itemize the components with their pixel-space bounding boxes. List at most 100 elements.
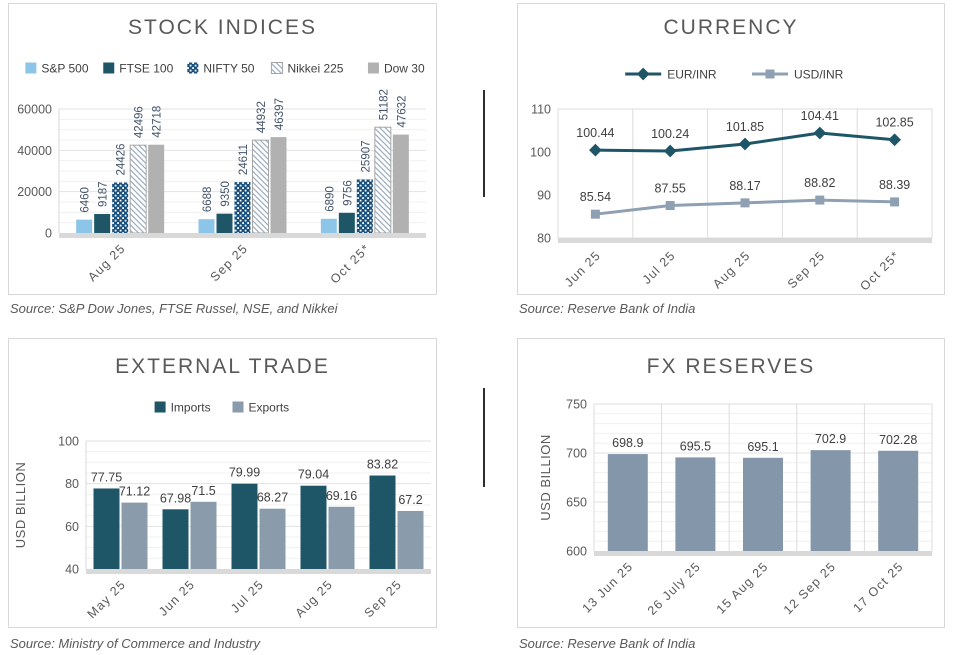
svg-text:79.04: 79.04 — [298, 468, 329, 482]
svg-text:Nikkei 225: Nikkei 225 — [287, 62, 343, 76]
svg-text:695.1: 695.1 — [747, 440, 778, 454]
svg-text:Sep 25: Sep 25 — [208, 241, 251, 284]
svg-text:Jul 25: Jul 25 — [640, 248, 679, 287]
svg-text:9756: 9756 — [342, 180, 354, 206]
svg-text:24426: 24426 — [116, 144, 128, 176]
svg-text:Jun 25: Jun 25 — [156, 577, 198, 619]
svg-text:83.82: 83.82 — [367, 458, 398, 472]
svg-text:88.39: 88.39 — [879, 178, 910, 192]
svg-text:702.28: 702.28 — [879, 433, 917, 447]
svg-text:0: 0 — [45, 227, 52, 241]
svg-text:24611: 24611 — [238, 144, 250, 175]
svg-text:42718: 42718 — [152, 106, 164, 138]
svg-text:44932: 44932 — [256, 101, 268, 133]
svg-text:698.9: 698.9 — [612, 436, 643, 450]
svg-text:USD/INR: USD/INR — [794, 68, 844, 82]
svg-text:80: 80 — [537, 232, 551, 246]
fx-reserves-source: Source: Reserve Bank of India — [519, 636, 696, 651]
svg-text:Aug 25: Aug 25 — [293, 577, 336, 620]
svg-text:12 Sep 25: 12 Sep 25 — [781, 559, 839, 617]
currency-title: CURRENCY — [663, 16, 799, 39]
svg-text:104.41: 104.41 — [801, 109, 839, 123]
svg-text:79.99: 79.99 — [229, 466, 260, 480]
svg-text:100: 100 — [58, 435, 79, 449]
svg-text:Aug 25: Aug 25 — [710, 248, 753, 291]
svg-text:750: 750 — [566, 398, 587, 412]
svg-text:15 Aug 25: 15 Aug 25 — [714, 559, 771, 616]
currency-panel: CURRENCY 80 90 100 110 100.44 100.24 101.85 104… — [517, 3, 945, 295]
svg-text:90: 90 — [537, 189, 551, 203]
svg-text:Sep 25: Sep 25 — [362, 577, 405, 620]
svg-text:Dow 30: Dow 30 — [384, 62, 425, 76]
svg-text:26 July 25: 26 July 25 — [645, 559, 704, 618]
svg-text:702.9: 702.9 — [815, 432, 846, 446]
svg-text:600: 600 — [566, 545, 587, 559]
svg-text:6688: 6688 — [202, 187, 214, 213]
svg-text:68.27: 68.27 — [257, 491, 288, 505]
svg-text:Jul 25: Jul 25 — [228, 577, 267, 616]
svg-text:80: 80 — [65, 477, 79, 491]
svg-text:Imports: Imports — [171, 401, 211, 415]
svg-text:Sep 25: Sep 25 — [785, 248, 828, 291]
svg-text:6890: 6890 — [324, 186, 336, 212]
external-trade-title: EXTERNAL TRADE — [115, 355, 330, 378]
svg-text:100.24: 100.24 — [651, 127, 689, 141]
svg-text:650: 650 — [566, 496, 587, 510]
svg-text:40: 40 — [65, 563, 79, 577]
svg-text:46397: 46397 — [274, 98, 286, 130]
svg-text:110: 110 — [531, 103, 551, 117]
svg-text:71.5: 71.5 — [191, 484, 215, 498]
fx-reserves-title: FX RESERVES — [646, 355, 816, 378]
stock-indices-svg: 0 20000 40000 60000 6460 9187 24426 42496 42718 A… — [17, 62, 426, 287]
fx-reserves-svg: 600 650 700 750 USD BILLION 698.9 13 Jun 25 695… — [538, 398, 933, 618]
svg-text:40000: 40000 — [17, 144, 52, 158]
column-divider-bottom — [483, 388, 485, 487]
svg-text:Jun 25: Jun 25 — [562, 248, 604, 290]
svg-text:25907: 25907 — [360, 140, 372, 172]
svg-text:700: 700 — [566, 447, 587, 461]
svg-text:100.44: 100.44 — [576, 126, 614, 140]
svg-text:77.75: 77.75 — [91, 470, 122, 484]
svg-text:Oct 25*: Oct 25* — [857, 248, 902, 293]
stock-indices-panel: STOCK INDICES 0 20000 40000 60000 6460 9187 24… — [8, 3, 437, 295]
svg-text:102.85: 102.85 — [875, 116, 913, 130]
currency-source: Source: Reserve Bank of India — [519, 301, 696, 316]
svg-text:13 Jun 25: 13 Jun 25 — [580, 559, 636, 615]
svg-text:71.12: 71.12 — [119, 485, 150, 499]
svg-text:Aug 25: Aug 25 — [85, 241, 128, 284]
svg-text:88.82: 88.82 — [804, 176, 835, 190]
svg-text:20000: 20000 — [17, 185, 52, 199]
svg-text:May 25: May 25 — [85, 577, 129, 621]
svg-text:S&P 500: S&P 500 — [41, 62, 88, 76]
svg-text:6460: 6460 — [80, 187, 92, 213]
stock-indices-chart: 0 20000 40000 60000 6460 9187 24426 42496 42718 A… — [9, 54, 438, 301]
svg-text:42496: 42496 — [134, 106, 146, 138]
external-trade-panel: EXTERNAL TRADE 40 60 80 100 USD BILLION 77.75… — [8, 338, 437, 628]
external-trade-source: Source: Ministry of Commerce and Industr… — [10, 636, 260, 651]
svg-text:Exports: Exports — [249, 401, 290, 415]
currency-svg: 80 90 100 110 100.44 100.24 101.85 104.41 102.85… — [530, 68, 933, 294]
svg-text:NIFTY 50: NIFTY 50 — [203, 62, 254, 76]
fx-reserves-panel: FX RESERVES 600 650 700 750 USD BILLION 698.9… — [517, 338, 945, 628]
external-trade-chart: 40 60 80 100 USD BILLION 77.75 71.12 May 25 67.9… — [9, 389, 438, 634]
fx-reserves-chart: 600 650 700 750 USD BILLION 698.9 13 Jun 25 695… — [518, 385, 946, 634]
svg-text:USD BILLION: USD BILLION — [538, 434, 553, 520]
svg-text:51182: 51182 — [378, 89, 390, 120]
stock-indices-source: Source: S&P Dow Jones, FTSE Russel, NSE,… — [10, 301, 338, 316]
svg-text:9187: 9187 — [98, 181, 110, 207]
svg-text:60000: 60000 — [17, 103, 52, 117]
currency-chart: 80 90 100 110 100.44 100.24 101.85 104.41 102.85… — [518, 54, 946, 301]
svg-text:9350: 9350 — [220, 181, 232, 207]
column-divider-top — [483, 90, 485, 197]
svg-text:FTSE 100: FTSE 100 — [119, 62, 173, 76]
svg-text:EUR/INR: EUR/INR — [667, 68, 717, 82]
svg-text:47632: 47632 — [396, 96, 408, 128]
svg-text:87.55: 87.55 — [655, 182, 686, 196]
svg-text:17 Oct 25: 17 Oct 25 — [850, 559, 906, 615]
svg-text:85.54: 85.54 — [580, 190, 611, 204]
svg-text:67.98: 67.98 — [160, 491, 191, 505]
svg-text:695.5: 695.5 — [680, 439, 711, 453]
svg-text:67.2: 67.2 — [398, 493, 422, 507]
svg-text:101.85: 101.85 — [726, 120, 764, 134]
